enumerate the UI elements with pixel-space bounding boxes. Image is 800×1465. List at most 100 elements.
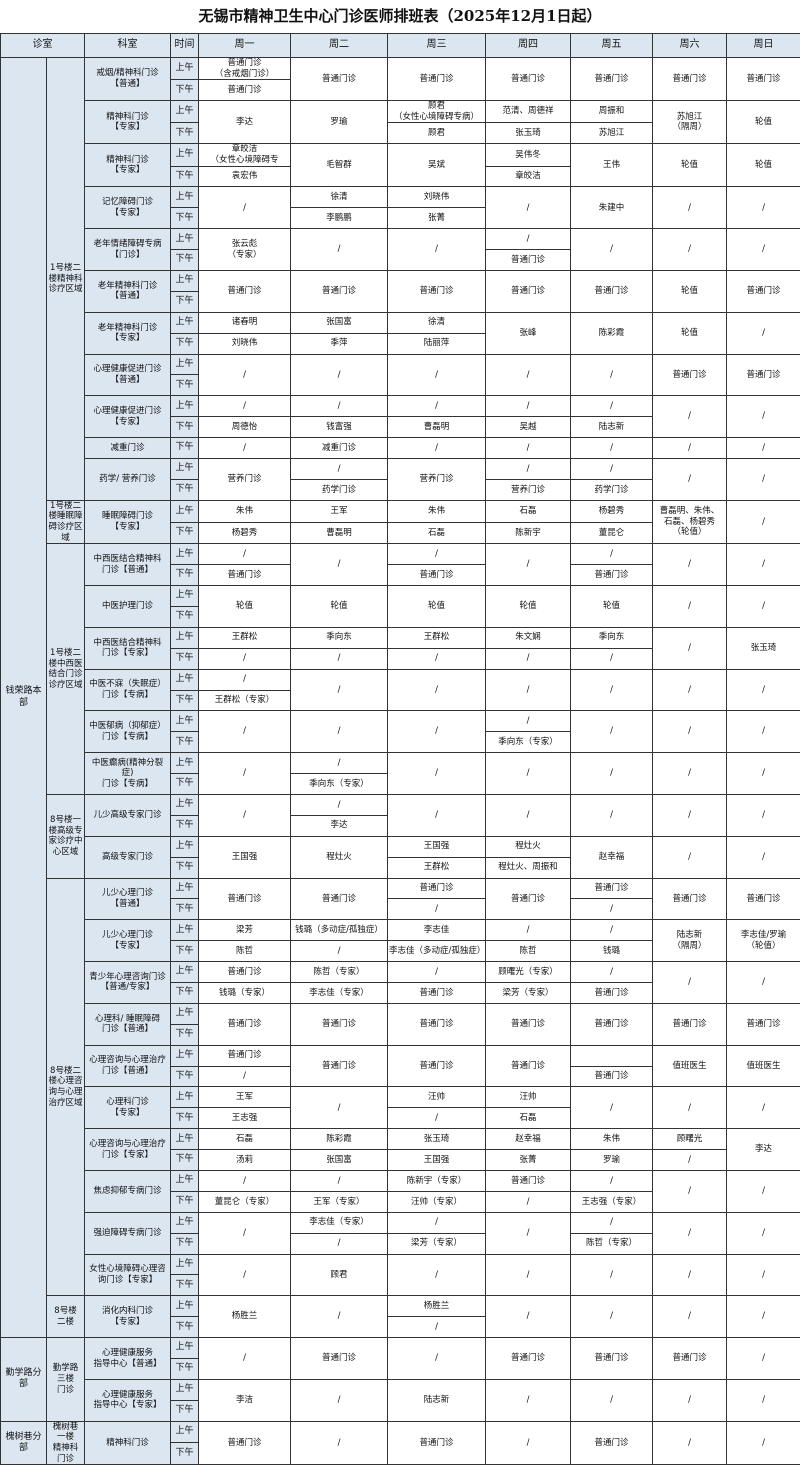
time-am-label: 上午 <box>171 1212 199 1233</box>
dept-name: 精神科门诊 【专家】 <box>85 101 171 144</box>
schedule-cell-pm: 普通门诊 <box>571 982 653 1003</box>
time-pm-label: 下午 <box>171 333 199 354</box>
schedule-cell: 普通门诊 <box>388 58 486 101</box>
schedule-cell: 普通门诊 <box>291 1003 388 1045</box>
schedule-cell: 普通门诊 <box>571 58 653 101</box>
schedule-cell: 李达 <box>199 101 291 144</box>
header-clinic: 诊室 <box>1 34 85 58</box>
time-pm-label: 下午 <box>171 565 199 586</box>
schedule-cell: 普通门诊 <box>486 878 571 920</box>
dept-name: 老年精神科门诊 【专家】 <box>85 312 171 354</box>
schedule-cell: / <box>727 1212 800 1254</box>
schedule-cell-am: 赵幸福 <box>486 1129 571 1150</box>
table-row: 中医癫病(精神分裂症) 门诊【专病】上午/////// <box>1 753 800 774</box>
schedule-cell: 普通门诊 <box>388 1421 486 1465</box>
time-am-label: 上午 <box>171 586 199 607</box>
header-monday: 周一 <box>199 34 291 58</box>
schedule-cell: 普通门诊 <box>653 878 727 920</box>
time-pm-label: 下午 <box>171 690 199 711</box>
campus-name: 钱荣路本部 <box>1 58 47 1338</box>
schedule-cell-am: / <box>571 962 653 983</box>
schedule-cell: / <box>727 1254 800 1296</box>
area-name: 8号楼 二楼 <box>47 1296 85 1338</box>
schedule-cell-am: 杨碧秀 <box>571 500 653 522</box>
time-am-label: 上午 <box>171 187 199 208</box>
time-am-label: 上午 <box>171 711 199 732</box>
table-row: 老年精神科门诊 【普通】上午普通门诊普通门诊普通门诊普通门诊普通门诊轮值普通门诊 <box>1 270 800 291</box>
schedule-cell-pm: 营养门诊 <box>486 479 571 500</box>
schedule-cell: / <box>199 753 291 795</box>
schedule-cell-am: 诸春明 <box>199 312 291 333</box>
table-row: 中医不寐（失眠症） 门诊【专病】上午/////// <box>1 669 800 690</box>
schedule-cell-am: / <box>486 711 571 732</box>
table-row: 8号楼一楼高级专家诊疗中心区域儿少高级专家门诊上午/////// <box>1 794 800 815</box>
schedule-cell: 普通门诊 <box>486 58 571 101</box>
schedule-cell: / <box>388 229 486 271</box>
schedule-cell-pm: 张菁 <box>388 208 486 229</box>
time-pm-label: 下午 <box>171 1024 199 1045</box>
schedule-cell: 普通门诊 <box>199 1003 291 1045</box>
schedule-cell-pm: 王群松 <box>388 857 486 878</box>
time-am-label: 上午 <box>171 500 199 522</box>
table-row: 心理健康促进门诊 【普通】上午/////普通门诊普通门诊 <box>1 354 800 375</box>
schedule-cell: / <box>653 627 727 669</box>
schedule-cell: 轮值 <box>291 586 388 628</box>
schedule-cell-am: / <box>571 544 653 565</box>
schedule-cell-pm: / <box>486 648 571 669</box>
schedule-cell-pm: 普通门诊 <box>571 565 653 586</box>
schedule-cell: 张峰 <box>486 312 571 354</box>
table-row: 槐树巷分部槐树巷 一楼 精神科 门诊精神科门诊上午普通门诊/普通门诊/普通门诊/… <box>1 1421 800 1443</box>
schedule-cell: / <box>291 1296 388 1338</box>
schedule-cell: 吴斌 <box>388 144 486 187</box>
schedule-cell-pm: 董昆仑（专家） <box>199 1191 291 1212</box>
header-time: 时间 <box>171 34 199 58</box>
time-pm-label: 下午 <box>171 522 199 544</box>
table-row: 中西医结合精神科 门诊【专家】上午王群松季向东王群松朱文娴季向东/张玉琦 <box>1 627 800 648</box>
time-pm-label: 下午 <box>171 732 199 753</box>
schedule-cell-am: 吴伟冬 <box>486 144 571 166</box>
schedule-cell-pm: 苏旭江 <box>571 123 653 144</box>
time-am-label: 上午 <box>171 270 199 291</box>
campus-name: 勤学路分部 <box>1 1338 47 1422</box>
area-name: 槐树巷 一楼 精神科 门诊 <box>47 1421 85 1465</box>
schedule-cell: / <box>727 1296 800 1338</box>
schedule-cell-pm: 石磊 <box>388 522 486 544</box>
schedule-cell-am: 普通门诊 <box>388 878 486 899</box>
schedule-cell: 陆志新 <box>388 1379 486 1421</box>
schedule-cell: 普通门诊 <box>571 270 653 312</box>
schedule-cell-pm: 王志强（专家） <box>571 1191 653 1212</box>
schedule-cell-pm: 吴越 <box>486 417 571 438</box>
schedule-cell: 营养门诊 <box>388 459 486 501</box>
table-row: 1号楼二楼中西医结合门诊诊疗区域中西医结合精神科 门诊【普通】上午/////// <box>1 544 800 565</box>
dept-name: 精神科门诊 <box>85 1421 171 1465</box>
schedule-cell: 普通门诊 <box>199 270 291 312</box>
schedule-cell: / <box>653 1421 727 1465</box>
schedule-cell: 值班医生 <box>653 1045 727 1087</box>
schedule-cell: / <box>199 794 291 836</box>
time-pm-label: 下午 <box>171 250 199 271</box>
table-row: 记忆障碍门诊 【专家】上午/徐清刘晓伟/朱建中// <box>1 187 800 208</box>
schedule-cell: 普通门诊 <box>486 270 571 312</box>
table-row: 1号楼二楼睡眠障碍诊疗区域睡眠障碍门诊 【专家】上午朱伟王军朱伟石磊杨碧秀曹磊明… <box>1 500 800 522</box>
schedule-cell-pm: 李鹏鹏 <box>291 208 388 229</box>
table-row: 中医护理门诊上午轮值轮值轮值轮值轮值// <box>1 586 800 607</box>
time-am-label: 上午 <box>171 396 199 417</box>
schedule-cell-am: / <box>388 962 486 983</box>
header-friday: 周五 <box>571 34 653 58</box>
schedule-cell: / <box>199 1338 291 1380</box>
table-row: 8号楼 二楼消化内科门诊 【专家】上午杨胜兰/杨胜兰//// <box>1 1296 800 1317</box>
schedule-cell-am: 汪帅 <box>388 1087 486 1108</box>
schedule-cell-pm: 李志佳（专家） <box>291 982 388 1003</box>
schedule-cell: 陆志新 （隔周） <box>653 920 727 962</box>
table-row: 心理科门诊 【专家】上午王军/汪帅汪帅/// <box>1 1087 800 1108</box>
schedule-cell-am: 徐清 <box>388 312 486 333</box>
dept-name: 心理科/ 睡眠障碍 门诊【普通】 <box>85 1003 171 1045</box>
schedule-cell: 普通门诊 <box>653 1003 727 1045</box>
table-row: 高级专家门诊上午王国强程灶火王国强程灶火赵幸福// <box>1 836 800 857</box>
schedule-cell-am: / <box>291 459 388 480</box>
schedule-cell: 毛智群 <box>291 144 388 187</box>
schedule-cell: / <box>653 544 727 586</box>
schedule-cell: / <box>653 753 727 795</box>
dept-name: 中医癫病(精神分裂症) 门诊【专病】 <box>85 753 171 795</box>
